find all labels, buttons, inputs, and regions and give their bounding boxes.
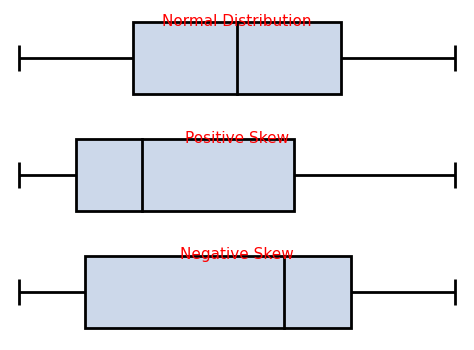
Text: Positive Skew: Positive Skew bbox=[185, 131, 289, 146]
Bar bbox=[76, 139, 294, 211]
Text: Negative Skew: Negative Skew bbox=[180, 247, 294, 262]
Bar bbox=[85, 256, 351, 328]
Text: Normal Distribution: Normal Distribution bbox=[162, 14, 312, 29]
Bar bbox=[133, 22, 341, 94]
